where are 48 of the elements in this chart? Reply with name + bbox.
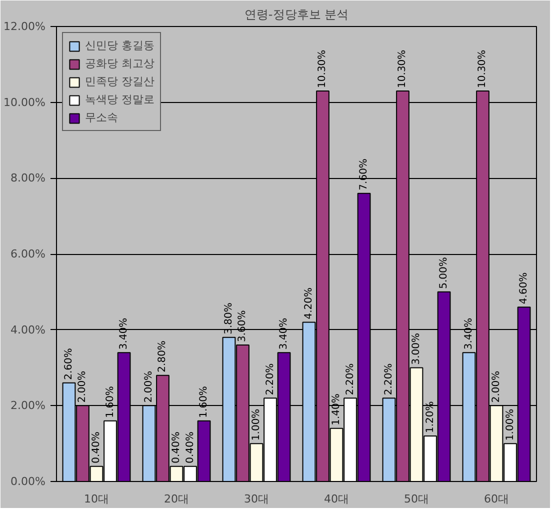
legend-label: 공화당 최고상: [85, 56, 154, 71]
data-label: 1.00%: [504, 408, 516, 441]
legend-label: 민족당 장길산: [85, 74, 154, 89]
data-label: 3.60%: [237, 310, 248, 342]
data-label: 3.40%: [278, 318, 290, 350]
x-tick-label: 60대: [484, 492, 509, 506]
x-tick-label: 20대: [164, 492, 189, 506]
x-tick-label: 50대: [404, 492, 429, 506]
y-tick-label: 12.00%: [4, 20, 46, 33]
x-tick-label: 30대: [244, 492, 269, 506]
legend-label: 신민당 홍길동: [85, 38, 154, 53]
data-label: 0.40%: [171, 432, 182, 464]
data-label: 2.20%: [344, 363, 356, 396]
data-label: 1.00%: [251, 408, 262, 441]
data-label: 4.20%: [303, 287, 314, 320]
x-tick-label: 10대: [84, 492, 109, 506]
data-label: 7.60%: [358, 158, 370, 190]
data-label: 2.20%: [383, 363, 394, 396]
legend-label: 녹색당 정말로: [85, 92, 154, 107]
data-label: 1.40%: [331, 394, 342, 426]
data-label: 2.00%: [77, 370, 88, 403]
data-label: 5.00%: [438, 257, 450, 289]
y-tick-label: 8.00%: [10, 172, 46, 185]
data-label: 1.60%: [198, 386, 210, 418]
x-tick-label: 40대: [324, 492, 349, 506]
data-label: 10.30%: [477, 50, 488, 88]
y-tick-label: 0.00%: [10, 475, 46, 488]
data-label: 1.20%: [424, 401, 436, 433]
data-label: 3.00%: [411, 332, 422, 365]
data-label: 2.00%: [491, 370, 502, 403]
data-label: 10.30%: [397, 50, 408, 88]
y-tick-label: 6.00%: [10, 248, 46, 260]
y-tick-label: 2.00%: [10, 399, 46, 412]
y-tick-label: 10.00%: [4, 96, 46, 109]
data-label: 0.40%: [91, 432, 102, 464]
data-label: 2.60%: [63, 348, 74, 380]
data-label: 2.80%: [157, 340, 168, 372]
data-label: 4.60%: [518, 272, 530, 304]
data-label: 2.00%: [143, 370, 154, 403]
chart-title: 연령-정당후보 분석: [244, 8, 349, 22]
data-label: 3.40%: [118, 318, 130, 350]
legend-label: 무소속: [85, 110, 118, 125]
data-label: 1.60%: [104, 386, 116, 418]
data-label: 3.40%: [463, 318, 474, 350]
data-label: 0.40%: [184, 432, 196, 464]
y-tick-label: 4.00%: [10, 323, 46, 336]
data-label: 10.30%: [317, 50, 328, 88]
data-label: 2.20%: [264, 363, 276, 396]
